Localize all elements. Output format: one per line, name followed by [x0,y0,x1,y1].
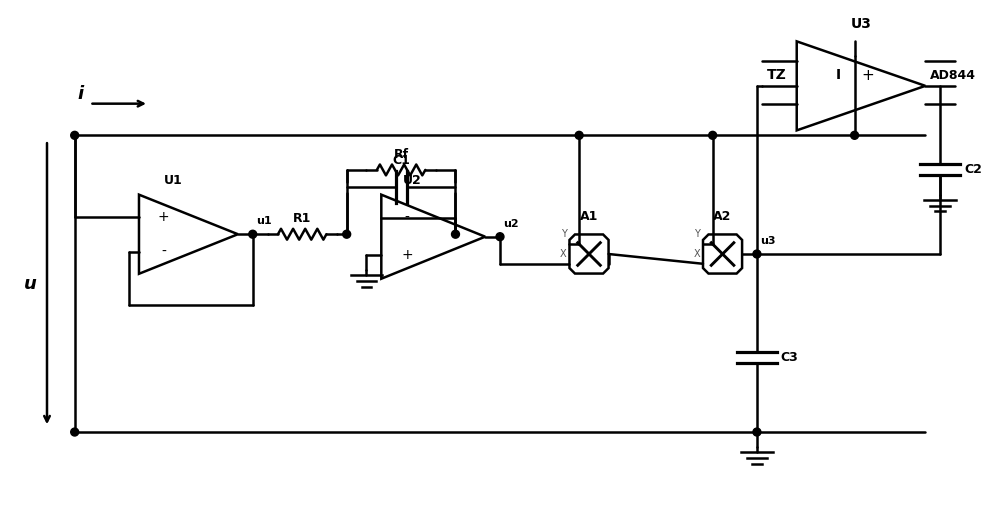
Text: u: u [24,275,37,293]
Text: X: X [693,249,700,259]
Text: U3: U3 [851,17,871,32]
Text: i: i [78,85,84,103]
Text: TZ: TZ [767,68,787,82]
Text: u1: u1 [256,216,271,227]
Text: -: - [405,211,410,225]
Text: U2: U2 [403,174,422,187]
Circle shape [452,230,459,238]
Circle shape [753,428,761,436]
Circle shape [249,230,257,238]
Text: C2: C2 [964,163,982,177]
Text: I: I [835,68,840,82]
Circle shape [575,131,583,139]
Text: Y: Y [561,229,567,239]
Text: C1: C1 [392,154,410,167]
Text: Y: Y [694,229,700,239]
Text: -: - [161,245,166,259]
Text: C3: C3 [781,351,798,364]
Circle shape [343,230,351,238]
Text: A1: A1 [580,210,598,223]
Text: X: X [560,249,567,259]
Circle shape [71,131,79,139]
Text: Rf: Rf [394,148,409,161]
Circle shape [709,131,717,139]
Circle shape [496,233,504,241]
Text: +: + [158,210,170,224]
Text: U1: U1 [164,174,183,187]
Text: +: + [401,248,413,262]
Text: AD844: AD844 [930,69,976,81]
Text: R1: R1 [293,212,311,225]
Circle shape [71,428,79,436]
Circle shape [753,250,761,258]
Text: A2: A2 [713,210,732,223]
Circle shape [851,131,859,139]
Text: u3: u3 [760,236,775,246]
Text: +: + [861,68,874,82]
Text: u2: u2 [503,219,519,229]
